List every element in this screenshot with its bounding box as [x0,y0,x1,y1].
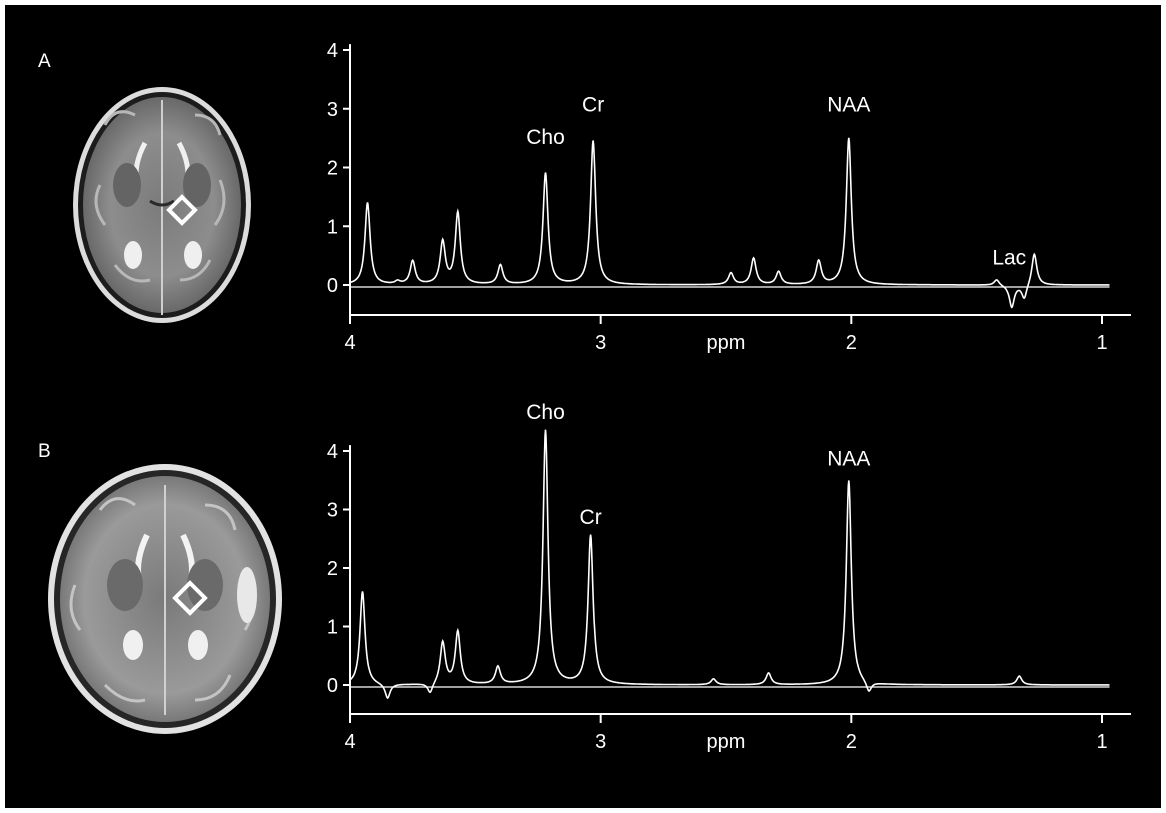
peak-label-cr: Cr [580,506,602,529]
x-tick-label: 4 [344,731,355,753]
y-tick-label: 3 [327,500,338,522]
y-tick-label: 3 [327,99,338,121]
y-tick-label: 4 [327,441,338,463]
peak-label-cho: Cho [526,126,565,149]
peak-label-cr: Cr [582,94,604,117]
spectrum-chart-a: 0 1 2 3 4 4 3 2 1 ppm Cho Cr NAA Lac [327,40,1131,354]
panel-label-b: B [38,441,51,462]
figure-canvas: A B [38,40,1131,753]
spectrum-line [349,137,1110,309]
x-tick-label: 2 [846,731,857,753]
y-tick-label: 2 [327,558,338,580]
x-tick-label: 3 [595,731,606,753]
x-tick-label: 2 [846,332,857,354]
x-tick-label: 1 [1096,332,1107,354]
y-tick-label: 2 [327,158,338,180]
y-tick-label: 0 [327,675,338,697]
y-tick-label: 4 [327,40,338,62]
x-tick-label: 3 [595,332,606,354]
peak-label-cho: Cho [526,401,565,424]
peak-label-lac: Lac [992,246,1026,269]
figure: A B [5,5,1161,808]
mri-image-a [73,87,251,323]
x-axis-label: ppm [707,731,746,753]
x-axis-label: ppm [707,332,746,354]
peak-label-naa: NAA [827,94,870,117]
panel-label-a: A [38,51,51,72]
x-tick-label: 1 [1096,731,1107,753]
y-tick-label: 0 [327,275,338,297]
y-tick-label: 1 [327,617,338,639]
x-tick-label: 4 [344,332,355,354]
y-tick-label: 1 [327,216,338,238]
mri-image-b [48,464,282,734]
spectrum-line [349,429,1110,700]
peak-label-naa: NAA [827,448,870,471]
spectrum-chart-b: 0 1 2 3 4 4 3 2 1 ppm Cho Cr NAA [327,401,1131,753]
